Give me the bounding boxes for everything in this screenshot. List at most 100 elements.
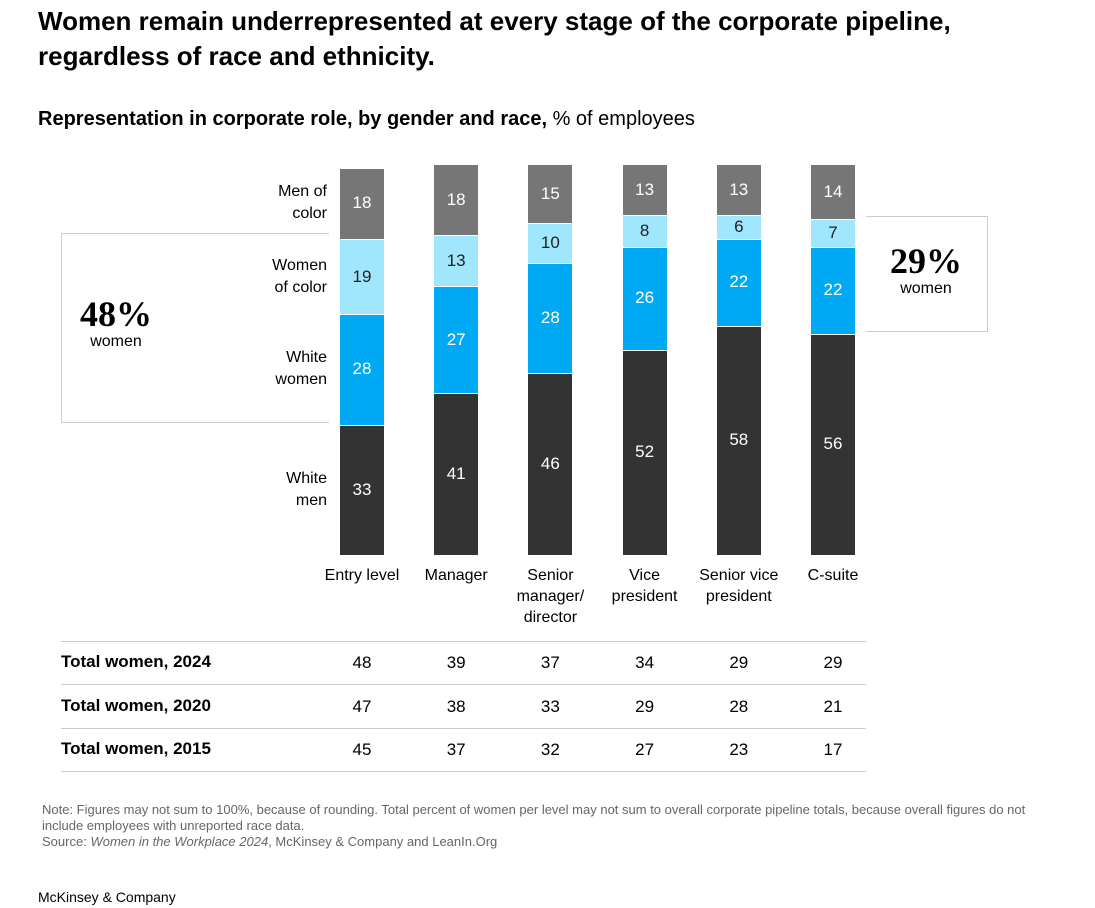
data-label: 52 (635, 442, 655, 462)
table-cell: 48 (352, 653, 372, 672)
source-rest: , McKinsey & Company and LeanIn.Org (268, 834, 498, 849)
table-cell: 27 (635, 740, 655, 759)
footer: McKinsey & Company (38, 889, 176, 905)
table-cell: 29 (635, 697, 655, 716)
data-label: 14 (823, 181, 843, 201)
bar-segment (622, 163, 667, 216)
data-label: 58 (729, 430, 749, 450)
table-rule (61, 684, 866, 685)
data-label: 28 (352, 359, 372, 379)
data-label: 13 (446, 250, 466, 270)
bar-segment (434, 235, 479, 287)
data-label: 10 (540, 232, 560, 252)
table-cell: 17 (823, 740, 843, 759)
data-label: 6 (734, 217, 744, 237)
bar-segment (340, 314, 384, 425)
source-title: Women in the Workplace 2024 (90, 834, 269, 849)
x-tick-label: C-suite (807, 567, 859, 584)
bar-segment (622, 349, 667, 555)
chart-title: Women remain underrepresented at every s… (38, 6, 951, 71)
data-label: 22 (823, 280, 843, 300)
data-label: 22 (729, 272, 749, 292)
x-tick-label: Senior manager/ director (516, 567, 585, 626)
table-rule (61, 728, 866, 729)
data-label: 41 (446, 464, 466, 484)
bar-segment (528, 163, 573, 224)
callout-caption: women (90, 333, 142, 350)
table-cell: 38 (446, 697, 466, 716)
x-tick-label: Senior vice president (699, 567, 779, 605)
table-cell: 34 (635, 653, 655, 672)
bar-segment (528, 373, 573, 555)
callout-caption: women (900, 280, 952, 297)
data-label: 15 (540, 183, 560, 203)
bar-segment (340, 167, 384, 239)
table-cell: 37 (540, 653, 560, 672)
bar-segment (434, 163, 479, 236)
x-tick-label: Vice president (611, 567, 678, 605)
row-label: Total women, 2020 (61, 696, 211, 715)
table-rule (61, 771, 866, 772)
bar-segment (716, 215, 761, 239)
table-cell: 32 (540, 740, 560, 759)
table-cell: 47 (352, 697, 372, 716)
data-label: 8 (639, 221, 650, 241)
data-label: 13 (635, 179, 655, 199)
bar-segment (340, 239, 384, 315)
x-tick-label: Entry level (324, 567, 400, 584)
data-label: 33 (352, 479, 372, 499)
table-cell: 29 (729, 653, 749, 672)
bar-segment (528, 223, 573, 263)
data-label: 56 (823, 434, 843, 454)
chart-subtitle: Representation in corporate role, by gen… (38, 108, 695, 131)
data-label: 19 (352, 266, 372, 286)
bar-segment (716, 163, 761, 216)
bar-segment (622, 215, 667, 247)
subtitle-text: Representation in corporate role, by gen… (38, 108, 548, 130)
table-rule (61, 641, 866, 642)
bar-segment (716, 325, 761, 555)
data-label: 26 (635, 288, 655, 308)
bar-segment (716, 239, 761, 326)
data-label: 28 (540, 308, 560, 327)
data-label: 27 (446, 329, 466, 349)
notes: Note: Figures may not sum to 100%, becau… (42, 802, 1032, 850)
bar-segment (434, 393, 479, 555)
note: Note: Figures may not sum to 100%, becau… (42, 802, 1026, 833)
table-cell: 21 (823, 697, 843, 716)
bar-segment (622, 246, 667, 350)
callout-value: 29% (890, 241, 962, 281)
data-label: 46 (540, 454, 560, 474)
callout-box (866, 216, 988, 332)
bar-segment (528, 262, 573, 374)
legend-label: Men of color (278, 183, 327, 223)
bar-segment (434, 286, 479, 394)
callout-value: 48% (80, 294, 152, 334)
table-cell: 28 (729, 697, 749, 716)
legend-label: White men (286, 469, 327, 509)
table-cell: 37 (446, 740, 466, 759)
source-label: Source: (42, 834, 87, 849)
legend-label: Women of color (272, 256, 327, 296)
data-label: 7 (828, 223, 838, 243)
table-cell: 39 (446, 653, 466, 672)
data-label: 18 (446, 189, 466, 209)
data-label: 18 (352, 193, 372, 213)
bar-segment (811, 163, 855, 220)
row-label: Total women, 2015 (61, 739, 211, 758)
bar-segment (811, 219, 855, 247)
data-label: 13 (729, 179, 749, 199)
bar-segment (811, 333, 855, 555)
table-cell: 45 (352, 740, 372, 759)
legend-label: White women (275, 349, 327, 389)
unit: % of employees (552, 108, 695, 130)
table-cell: 33 (540, 697, 560, 716)
row-label: Total women, 2024 (61, 652, 211, 671)
bar-segment (811, 246, 855, 334)
table-cell: 23 (729, 740, 749, 759)
callout-box (61, 233, 329, 423)
table-cell: 29 (823, 653, 843, 672)
bar-segment (340, 424, 384, 555)
x-tick-label: Manager (424, 567, 488, 584)
